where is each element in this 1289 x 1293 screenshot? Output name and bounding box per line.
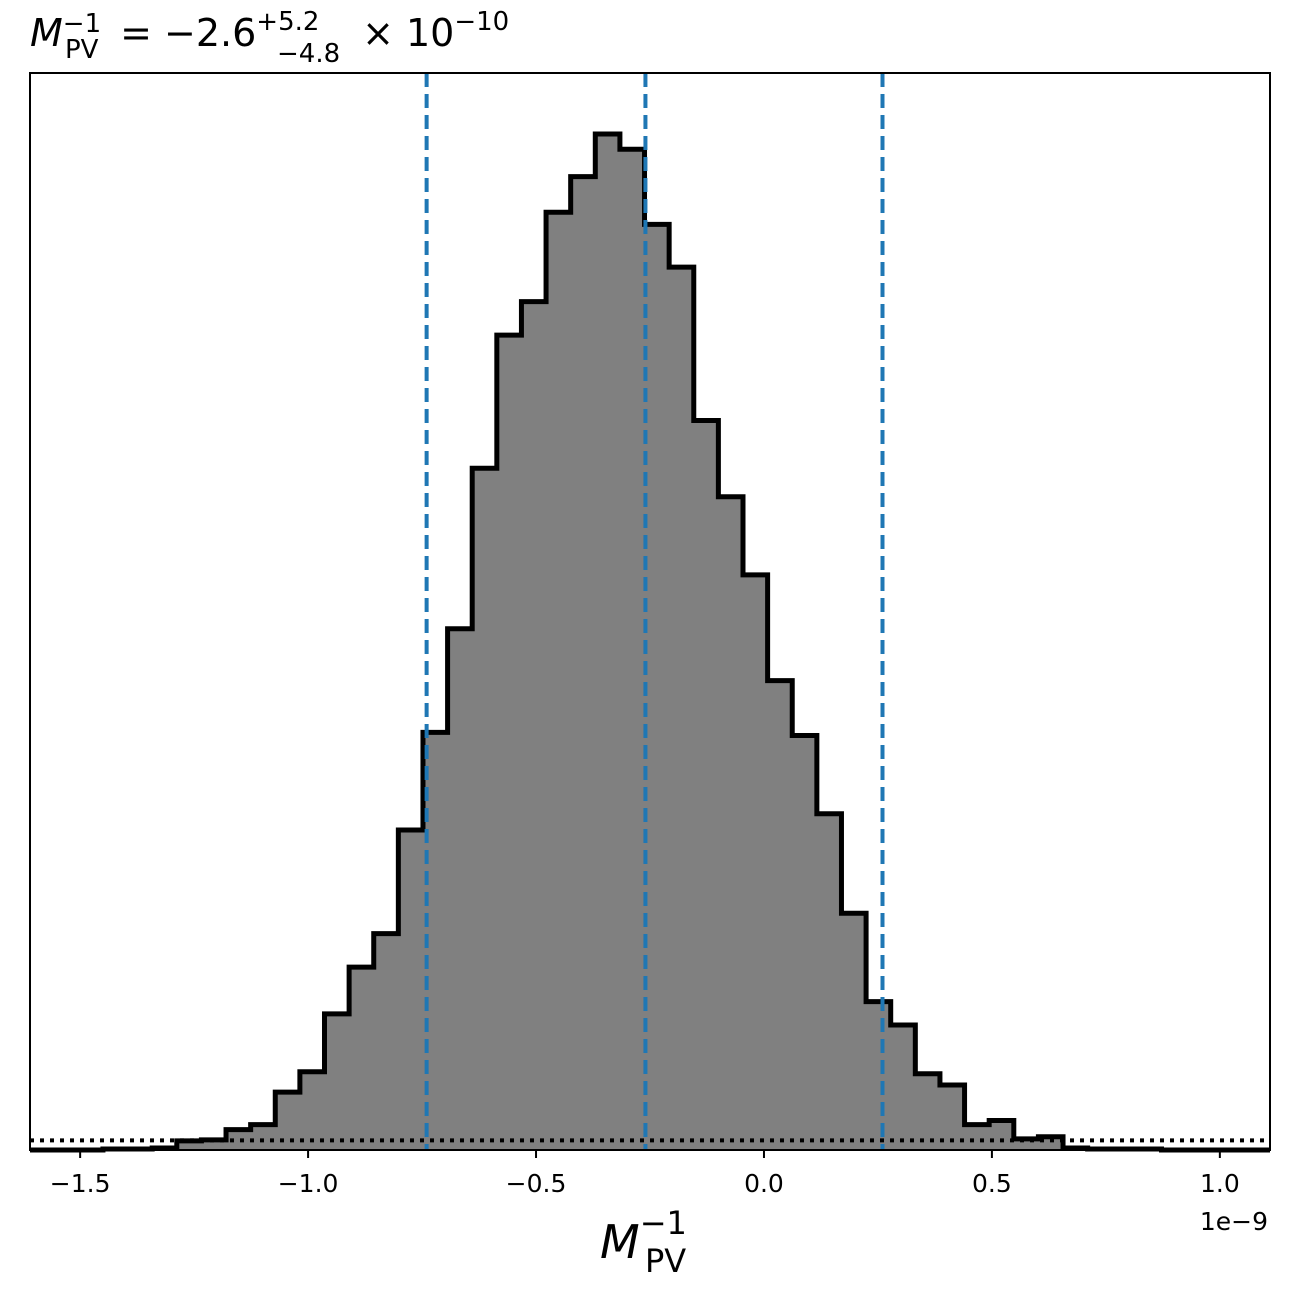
x-tick-label: −0.5 — [506, 1169, 567, 1198]
chart-title: M−1 PV = −2.6+5.2 −4.8 × 10−10 — [30, 7, 509, 69]
histogram-bar — [201, 1139, 227, 1150]
histogram-bar — [816, 813, 842, 1150]
histogram-bar — [570, 176, 596, 1150]
histogram-bar — [743, 574, 769, 1150]
histogram-outline — [30, 131, 1270, 1153]
histogram-bar — [250, 1124, 276, 1150]
histogram-bar — [964, 1124, 990, 1150]
x-offset-label: 1e−9 — [1200, 1207, 1268, 1236]
title-exp: −10 — [454, 7, 509, 37]
histogram-bar — [546, 212, 572, 1151]
title-symbol-sub: PV — [65, 35, 99, 65]
histogram-bar — [693, 420, 719, 1151]
x-tick-label: 0.0 — [744, 1169, 784, 1198]
title-value: = −2.6 — [108, 11, 256, 55]
histogram-bar — [767, 680, 793, 1150]
histogram-bar — [718, 496, 744, 1150]
x-tick-label: −1.0 — [278, 1169, 339, 1198]
quantile-lines — [424, 73, 885, 1150]
histogram-bar — [349, 967, 375, 1150]
histogram-bar — [644, 224, 670, 1150]
x-axis-label-sup: −1 — [640, 1204, 687, 1242]
title-times: × 10 — [350, 11, 454, 55]
histogram-bar — [890, 1025, 916, 1150]
histogram-bar — [472, 468, 498, 1151]
histogram-bar — [447, 628, 473, 1150]
histogram-bar — [669, 267, 695, 1150]
axes-frame — [29, 72, 1271, 1151]
x-axis-label-symbol: M — [600, 1215, 640, 1269]
histogram-bar — [989, 1120, 1015, 1150]
histogram-bar — [226, 1129, 252, 1150]
histogram-bar — [275, 1092, 301, 1150]
title-err-plus: +5.2 — [256, 7, 319, 37]
histogram-bar — [915, 1073, 941, 1150]
x-tick-label: 0.5 — [972, 1169, 1012, 1198]
x-axis-ticks: −1.5 −1.0 −0.5 0.0 0.5 1.0 — [50, 1150, 1240, 1198]
histogram-bar — [866, 1001, 892, 1150]
histogram-bar — [1013, 1138, 1039, 1150]
x-tick-label: 1.0 — [1200, 1169, 1240, 1198]
title-symbol-sup: −1 — [63, 9, 101, 39]
histogram-bar — [176, 1140, 202, 1150]
title-err-minus: −4.8 — [277, 39, 340, 69]
histogram-bar — [1038, 1136, 1064, 1150]
histogram-bars — [102, 133, 1162, 1151]
histogram-bar — [299, 1071, 325, 1150]
x-tick-label: −1.5 — [50, 1169, 111, 1198]
histogram-bar — [496, 335, 522, 1151]
histogram-bar — [841, 913, 867, 1150]
histogram-bar — [398, 829, 424, 1150]
histogram-bar — [619, 149, 646, 1151]
histogram-bar — [595, 133, 621, 1150]
histogram-bar — [324, 1013, 350, 1150]
title-symbol: M — [30, 11, 63, 55]
histogram-bar — [521, 301, 547, 1150]
histogram-bar — [373, 933, 399, 1150]
x-axis-label-sub: PV — [645, 1242, 686, 1280]
x-axis-label: M−1 PV — [600, 1204, 687, 1280]
histogram-bar — [792, 735, 818, 1150]
